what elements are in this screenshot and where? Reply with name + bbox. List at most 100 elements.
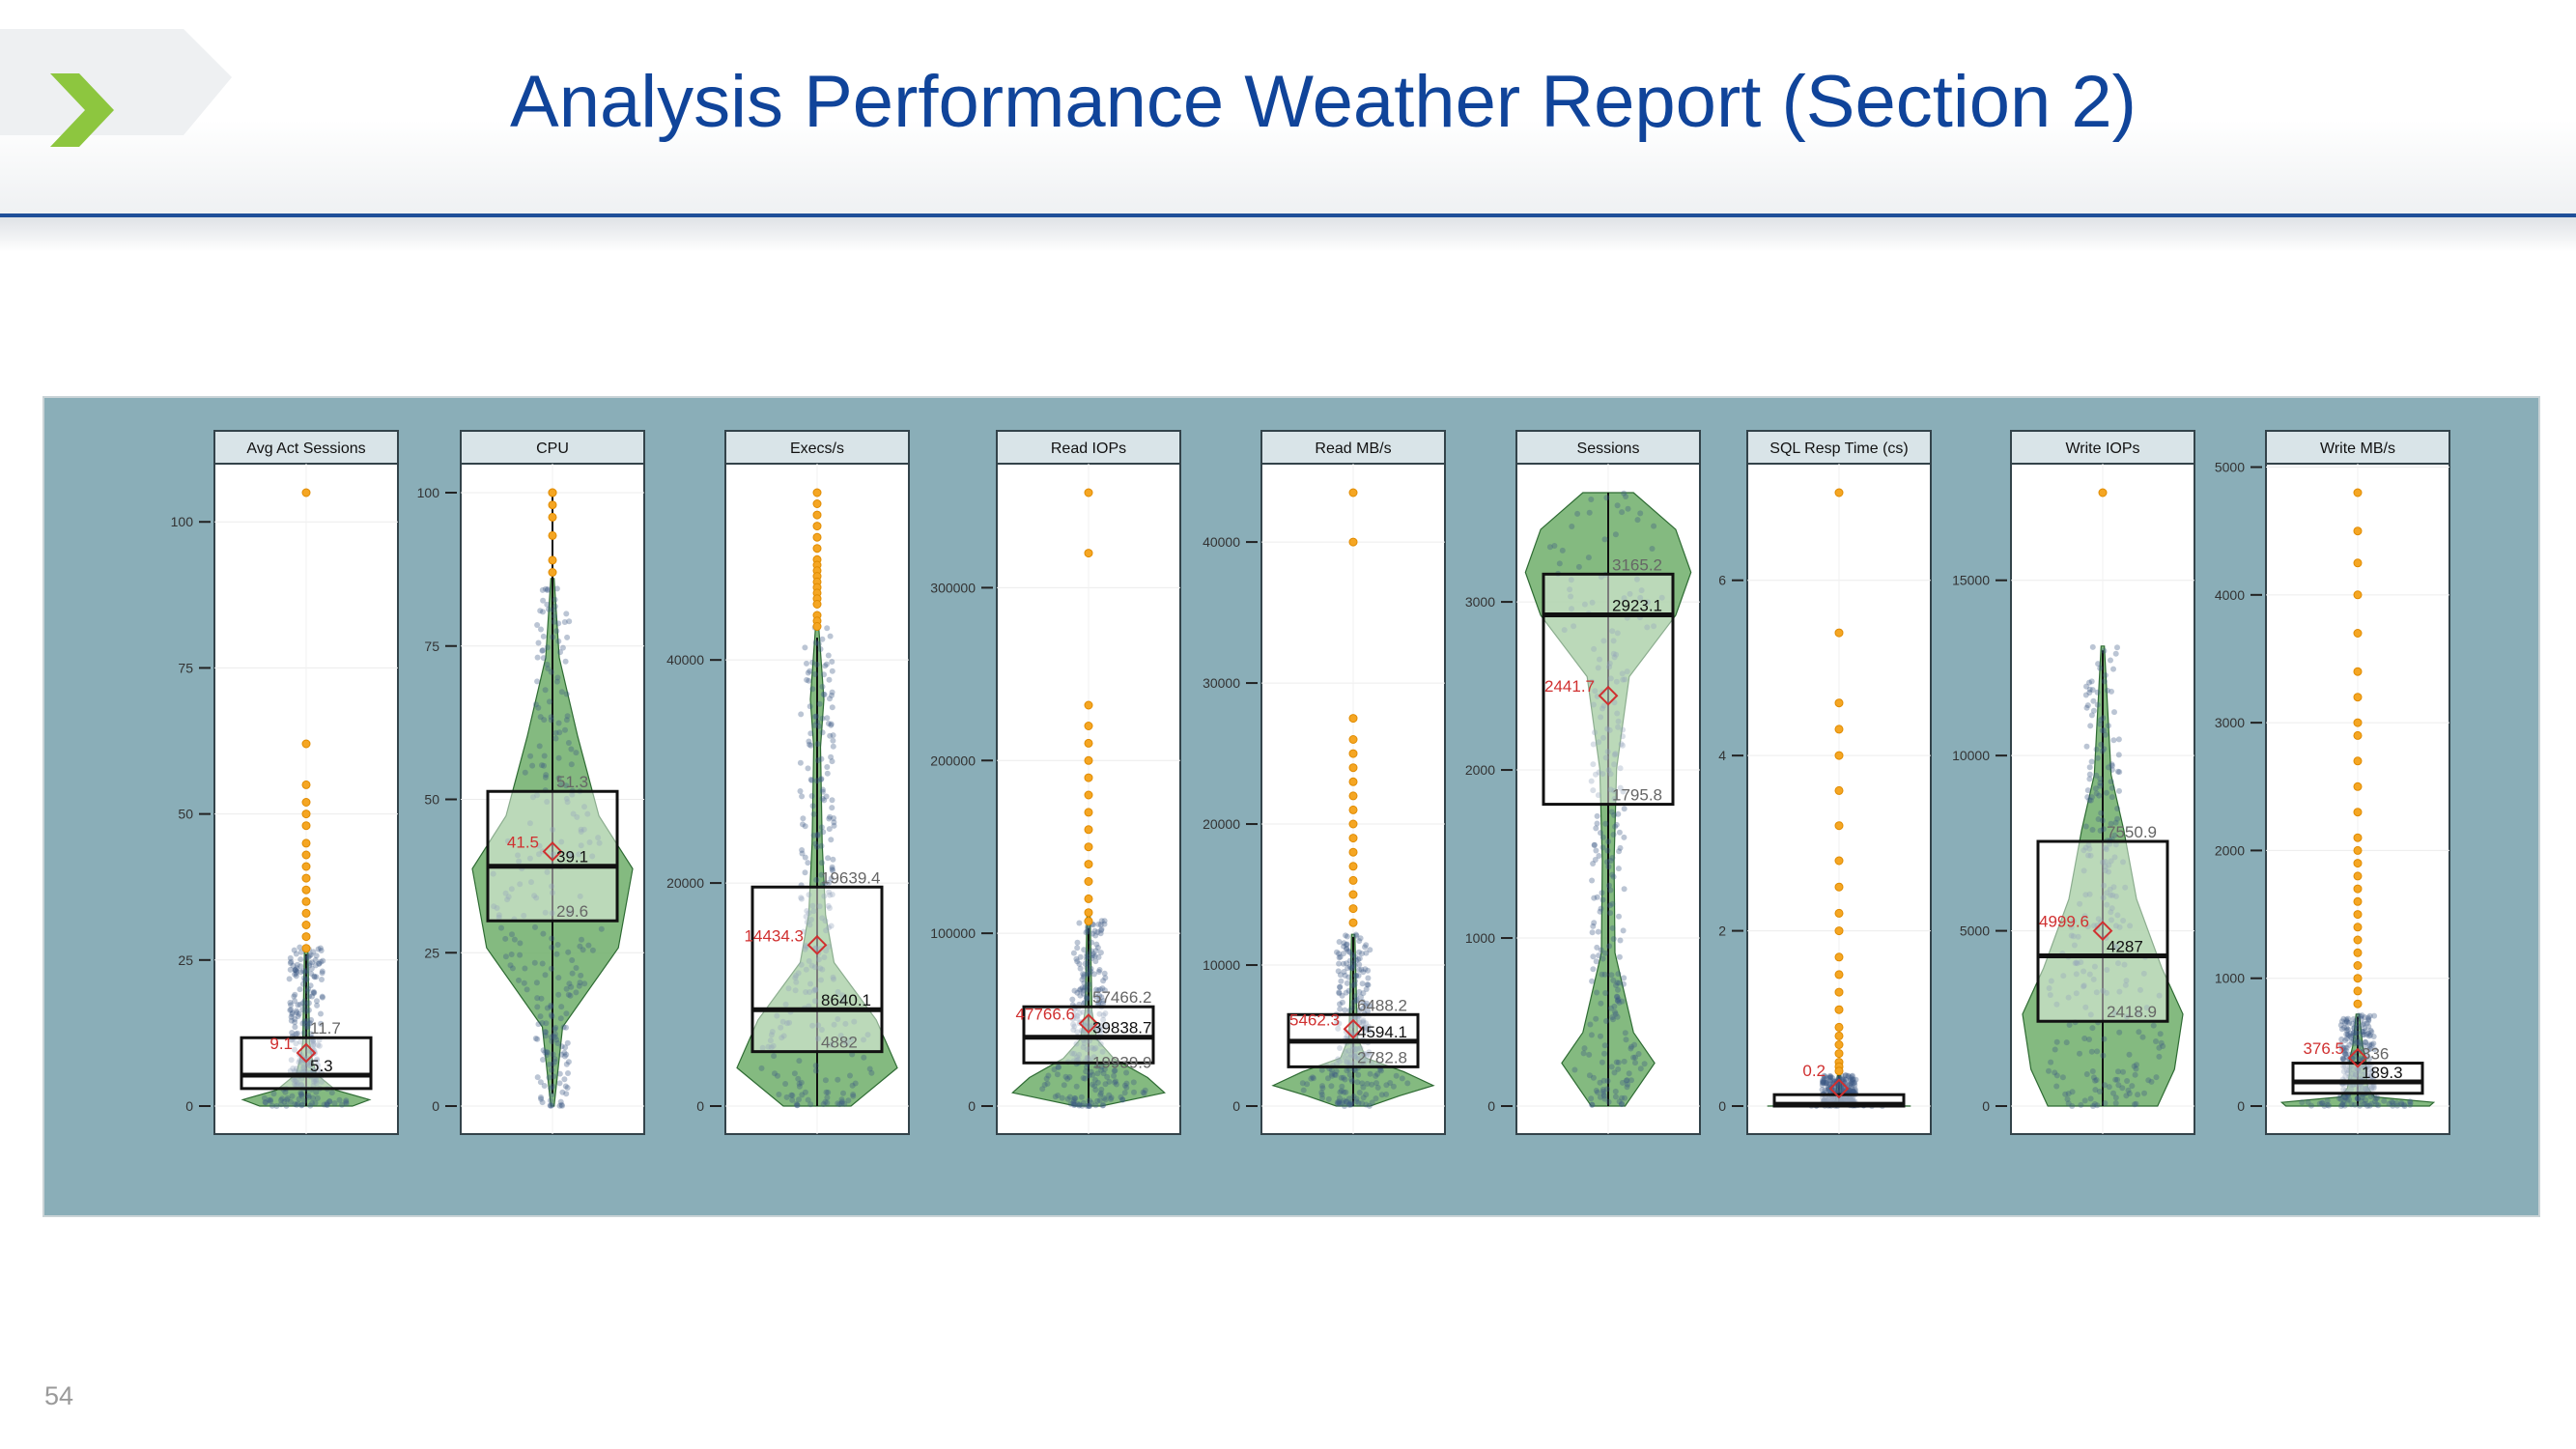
jitter-point: [2112, 893, 2119, 899]
jitter-point: [1608, 809, 1615, 815]
jitter-point: [2116, 988, 2123, 995]
jitter-point: [822, 918, 829, 924]
jitter-point: [2143, 1005, 2150, 1011]
jitter-point: [1607, 910, 1614, 917]
jitter-point: [1336, 951, 1343, 957]
outlier-point: [1834, 751, 1844, 760]
jitter-point: [287, 1000, 294, 1006]
jitter-point: [2343, 1019, 2350, 1026]
jitter-point: [1598, 830, 1603, 837]
jitter-point: [535, 639, 542, 646]
jitter-point: [1336, 1099, 1343, 1106]
jitter-point: [561, 1049, 568, 1056]
jitter-point: [1624, 1077, 1630, 1084]
jitter-point: [310, 1094, 316, 1101]
y-tick-label: 2: [1718, 923, 1726, 939]
jitter-point: [312, 956, 319, 963]
jitter-point: [836, 1101, 843, 1108]
jitter-point: [532, 701, 539, 708]
jitter-point: [2097, 717, 2104, 724]
jitter-point: [848, 1037, 855, 1043]
jitter-point: [2048, 1059, 2054, 1065]
jitter-point: [1111, 1072, 1118, 1079]
jitter-point: [1607, 675, 1614, 682]
jitter-point: [2350, 1033, 2357, 1038]
jitter-point: [297, 969, 304, 976]
jitter-point: [1341, 943, 1347, 950]
outlier-point: [301, 838, 311, 848]
jitter-point: [1319, 1083, 1325, 1090]
jitter-point: [573, 989, 580, 996]
jitter-point: [555, 991, 562, 998]
jitter-point: [566, 909, 573, 916]
jitter-point: [1827, 1074, 1834, 1081]
jitter-point: [807, 741, 812, 748]
jitter-point: [542, 774, 549, 781]
jitter-point: [1351, 1054, 1358, 1061]
jitter-point: [838, 1096, 845, 1103]
jitter-point: [310, 1037, 316, 1044]
jitter-point: [1621, 980, 1627, 987]
jitter-point: [1607, 786, 1614, 793]
jitter-point: [827, 696, 833, 702]
jitter-point: [598, 925, 605, 932]
y-tick-label: 3000: [2215, 715, 2245, 730]
jitter-point: [2115, 1068, 2121, 1075]
jitter-point: [1079, 977, 1086, 982]
panel-read-mb-s: Read MB/s0100002000030000400006488.25462…: [1203, 430, 1446, 1135]
jitter-point: [1300, 1087, 1307, 1094]
jitter-point: [1342, 1054, 1348, 1061]
jitter-point: [2111, 854, 2118, 861]
jitter-point: [1101, 918, 1108, 924]
jitter-point: [2335, 1095, 2342, 1101]
jitter-point: [1332, 1072, 1339, 1078]
jitter-point: [2341, 1102, 2348, 1109]
jitter-point: [1621, 595, 1628, 602]
jitter-point: [2086, 845, 2093, 852]
outlier-point: [1348, 862, 1358, 871]
jitter-point: [1356, 1007, 1363, 1013]
jitter-point: [2339, 1101, 2346, 1108]
jitter-point: [2125, 1087, 2132, 1094]
jitter-point: [1364, 1080, 1371, 1087]
jitter-point: [1609, 628, 1616, 635]
jitter-point: [864, 1032, 871, 1038]
jitter-point: [1088, 1068, 1094, 1075]
jitter-point: [1824, 1097, 1830, 1103]
jitter-point: [1086, 1008, 1092, 1014]
jitter-point: [796, 1083, 803, 1090]
jitter-point: [2112, 923, 2119, 929]
jitter-point: [580, 826, 587, 833]
jitter-point: [1140, 1089, 1146, 1095]
jitter-point: [1356, 955, 1363, 962]
jitter-point: [2112, 1094, 2119, 1101]
jitter-point: [771, 1053, 778, 1060]
jitter-point: [2370, 1085, 2377, 1092]
value-label-mean: 2441.7: [1544, 677, 1595, 696]
jitter-point: [1343, 1059, 1349, 1065]
jitter-point: [290, 1076, 297, 1083]
jitter-point: [2366, 1102, 2373, 1109]
jitter-point: [1098, 1086, 1105, 1093]
jitter-point: [816, 700, 823, 707]
jitter-point: [1350, 999, 1357, 1006]
jitter-point: [316, 1042, 323, 1049]
jitter-point: [1123, 1084, 1130, 1091]
jitter-point: [1611, 761, 1618, 768]
jitter-point: [1337, 983, 1344, 990]
jitter-point: [534, 678, 541, 685]
jitter-point: [550, 890, 555, 896]
jitter-point: [815, 640, 822, 647]
outlier-point: [1084, 825, 1093, 835]
value-label-q3: 11.7: [310, 1019, 341, 1037]
jitter-point: [1593, 958, 1599, 965]
jitter-point: [2065, 1091, 2072, 1097]
jitter-point: [1387, 1080, 1394, 1086]
jitter-point: [1085, 925, 1091, 932]
jitter-point: [326, 1098, 333, 1105]
jitter-point: [1615, 996, 1622, 1003]
jitter-point: [2393, 1099, 2400, 1106]
jitter-point: [1631, 1041, 1638, 1048]
jitter-point: [1628, 1077, 1634, 1084]
jitter-point: [2357, 1057, 2363, 1064]
